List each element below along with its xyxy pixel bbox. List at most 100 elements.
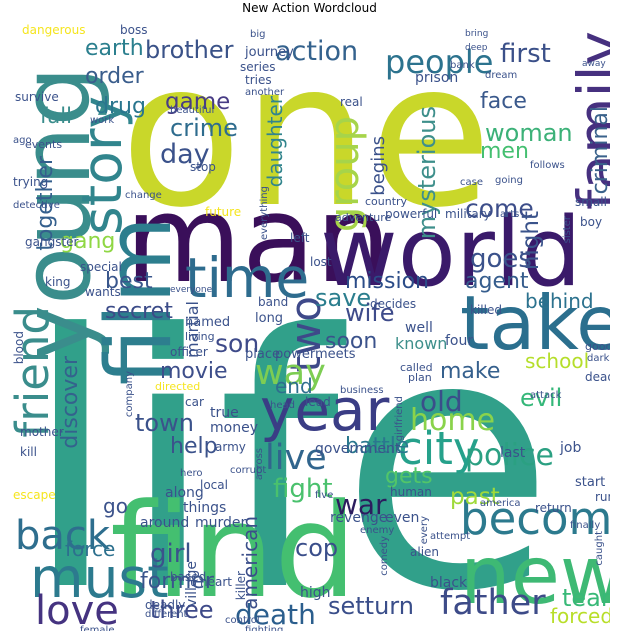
word-lead: lead (305, 395, 331, 409)
word-female: female (80, 625, 115, 632)
word-live: live (265, 438, 327, 478)
word-time: time (185, 246, 310, 310)
word-wife: wife (345, 299, 395, 327)
word-ago: ago (13, 135, 32, 146)
word-heart: heart (200, 575, 232, 589)
word-special: special (80, 260, 122, 274)
word-back: back (15, 513, 111, 559)
word-killer: killer (234, 571, 248, 601)
word-hero: hero (180, 468, 203, 479)
word-father: father (440, 583, 546, 623)
word-find: find (110, 475, 357, 627)
word-lost: lost (310, 255, 332, 269)
word-trying: trying (13, 175, 49, 189)
word-attack: attack (530, 390, 562, 401)
word-new: new (460, 529, 610, 622)
word-killed: killed (470, 303, 502, 317)
word-local: local (200, 478, 228, 492)
word-real: real (340, 95, 363, 109)
word-return: return (535, 501, 572, 515)
word-along: along (165, 485, 204, 501)
word-take: take (460, 279, 610, 367)
word-dark: dark (587, 353, 610, 364)
word-village: village (184, 561, 200, 608)
word-behind: behind (525, 289, 594, 313)
word-based: based (170, 570, 207, 584)
word-government: government (315, 441, 401, 457)
word-girl: girl (150, 539, 192, 569)
word-finally: finally (570, 520, 601, 531)
word-first: first (500, 39, 551, 69)
word-journey: journey (245, 45, 294, 60)
word-future: future (205, 205, 242, 219)
word-band: band (258, 295, 289, 309)
word-bring: bring (465, 29, 489, 39)
word-past: past (450, 484, 500, 510)
word-every: every (419, 516, 430, 545)
word-love: love (35, 588, 119, 631)
word-work: work (90, 115, 115, 126)
word-called: called (400, 361, 433, 374)
word-help: help (170, 434, 218, 459)
word-business: business (340, 385, 384, 396)
word-game: game (165, 89, 231, 115)
word-go: go (103, 494, 128, 518)
word-gang: gang (60, 229, 116, 254)
word-gangster: gangster (25, 235, 79, 249)
word-forced: forced (550, 604, 610, 628)
word-company: company (124, 371, 135, 418)
word-agent: agent (465, 269, 529, 294)
word-things: things (183, 500, 227, 516)
word-girlfriend: girlfriend (394, 396, 405, 442)
word-woman: woman (485, 119, 573, 147)
word-friend: friend (10, 306, 59, 438)
word-attempt: attempt (430, 531, 471, 542)
word-deep: deep (465, 43, 488, 53)
word-away: away (582, 59, 606, 69)
word-murder: murder (195, 515, 247, 531)
word-man: man (125, 171, 392, 310)
word-everyone: everyone (170, 285, 213, 295)
word-dead: dead (585, 370, 610, 384)
word-men: men (480, 139, 529, 164)
word-life: life (22, 260, 556, 631)
word-fighting: fighting (245, 625, 284, 632)
word-sister: sister (562, 216, 573, 244)
word-control: control (225, 615, 260, 626)
word-arts: arts (500, 209, 520, 220)
word-town: town (135, 409, 194, 437)
word-blood: blood (12, 331, 26, 365)
word-boy: boy (580, 215, 603, 229)
word-force: force (65, 537, 116, 561)
word-must: must (30, 546, 169, 610)
word-school: school (525, 349, 590, 373)
word-caught: caught (594, 531, 605, 566)
word-boss: boss (120, 23, 148, 37)
word-son: son (215, 329, 260, 358)
word-alien: alien (410, 545, 440, 559)
word-come: come (465, 194, 534, 223)
word-long: long (255, 311, 284, 326)
word-comedy: comedy (379, 536, 390, 576)
word-cloud: life one man world find new young film take year f… (10, 16, 610, 631)
word-military: military (445, 207, 491, 221)
chart-title: New Action Wordcloud (242, 1, 377, 15)
word-deadly: deadly (145, 598, 186, 612)
word-adventure: adventure (335, 211, 392, 224)
word-detective: detective (13, 200, 60, 211)
word-day: day (160, 139, 210, 170)
word-living: living (185, 330, 215, 343)
word-events: events (25, 138, 63, 151)
word-escape: escape (13, 488, 56, 502)
word-car: car (185, 395, 204, 409)
word-evil: evil (520, 384, 563, 412)
word-daughter: daughter (263, 96, 287, 188)
word-officer: officer (170, 345, 208, 359)
word-head: head (270, 400, 295, 411)
word-across: across (254, 448, 265, 481)
word-city: city (398, 422, 480, 475)
word-case: case (460, 177, 483, 188)
word-kill: kill (20, 445, 37, 459)
word-crime: crime (170, 114, 238, 142)
word-old: old (420, 385, 463, 418)
